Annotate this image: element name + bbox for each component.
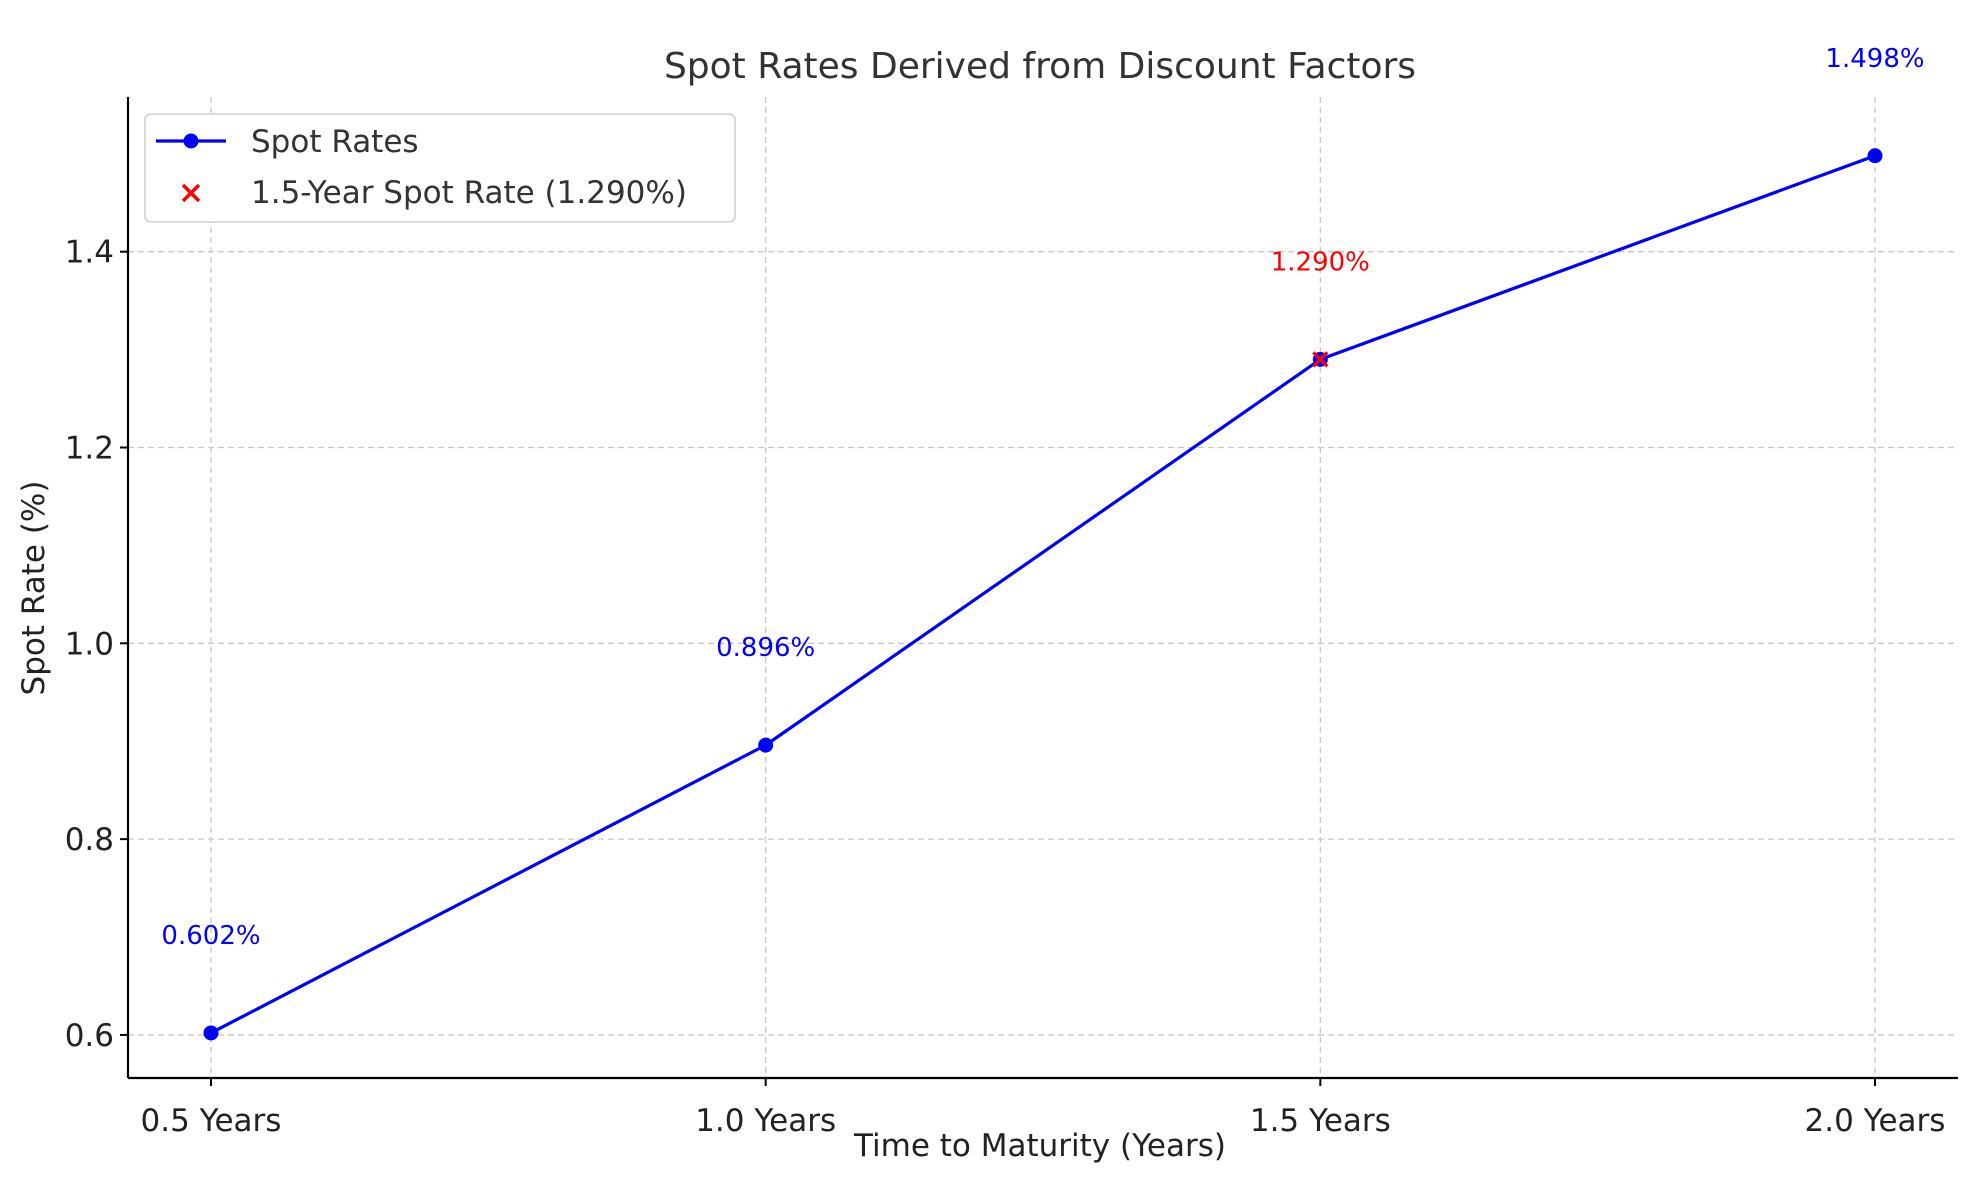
y-tick-label: 0.8 (65, 822, 114, 858)
highlight-x-stroke (1312, 351, 1329, 368)
data-label: 0.602% (161, 921, 260, 951)
x-tick-label: 2.0 Years (1805, 1103, 1946, 1139)
grid-layer (128, 97, 1958, 1078)
legend-label-spot-rates: Spot Rates (251, 124, 419, 160)
series-layer (203, 148, 1883, 1041)
data-point (1867, 148, 1883, 164)
x-tick-label: 1.0 Years (695, 1103, 836, 1139)
y-axis-label: Spot Rate (%) (16, 481, 52, 696)
y-tick-label: 1.2 (65, 430, 114, 466)
data-label: 0.896% (716, 633, 815, 663)
x-tick-label: 0.5 Years (141, 1103, 282, 1139)
axes-layer: 0.5 Years 1.0 Years 1.5 Years 2.0 Years0.60… (65, 97, 1958, 1139)
x-axis-label: Time to Maturity (Years) (853, 1128, 1226, 1164)
y-tick-label: 0.6 (65, 1018, 114, 1054)
legend-circle-marker (183, 133, 199, 149)
y-tick-label: 1.0 (65, 626, 114, 662)
data-point (758, 737, 774, 753)
series-line-spot-rates (210, 154, 1876, 1035)
data-label: 1.290% (1271, 247, 1370, 277)
data-point (203, 1025, 219, 1041)
highlight-x-marker (1312, 351, 1329, 368)
y-tick-label: 1.4 (65, 235, 114, 271)
chart-title: Spot Rates Derived from Discount Factors (664, 46, 1416, 87)
legend-x-marker (181, 183, 201, 203)
legend-box (144, 113, 736, 223)
data-labels-layer: 0.602% 0.896% 1.290% 1.498% (161, 44, 1924, 951)
legend-label-highlight: 1.5-Year Spot Rate (1.290%) (251, 175, 687, 211)
x-tick-label: 1.5 Years (1250, 1103, 1391, 1139)
data-label: 1.498% (1825, 44, 1924, 74)
legend: Spot Rates 1.5-Year Spot Rate (1.290%) (144, 113, 736, 223)
